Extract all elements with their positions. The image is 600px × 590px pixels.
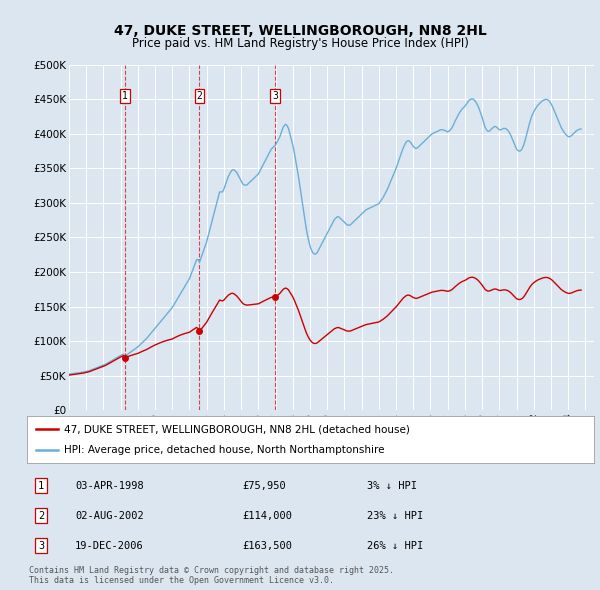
Text: Contains HM Land Registry data © Crown copyright and database right 2025.
This d: Contains HM Land Registry data © Crown c… <box>29 566 394 585</box>
Text: £114,000: £114,000 <box>242 511 292 521</box>
Text: 23% ↓ HPI: 23% ↓ HPI <box>367 511 424 521</box>
Text: 47, DUKE STREET, WELLINGBOROUGH, NN8 2HL (detached house): 47, DUKE STREET, WELLINGBOROUGH, NN8 2HL… <box>64 424 410 434</box>
Text: 02-AUG-2002: 02-AUG-2002 <box>75 511 144 521</box>
Text: 2: 2 <box>38 511 44 521</box>
Text: £75,950: £75,950 <box>242 480 286 490</box>
Text: 19-DEC-2006: 19-DEC-2006 <box>75 541 144 551</box>
Text: 2: 2 <box>197 91 202 101</box>
Text: 3: 3 <box>272 91 278 101</box>
Text: 47, DUKE STREET, WELLINGBOROUGH, NN8 2HL: 47, DUKE STREET, WELLINGBOROUGH, NN8 2HL <box>113 24 487 38</box>
Text: 3% ↓ HPI: 3% ↓ HPI <box>367 480 417 490</box>
Text: 1: 1 <box>122 91 128 101</box>
Text: HPI: Average price, detached house, North Northamptonshire: HPI: Average price, detached house, Nort… <box>64 445 385 455</box>
Text: 3: 3 <box>38 541 44 551</box>
Text: 26% ↓ HPI: 26% ↓ HPI <box>367 541 424 551</box>
Text: 03-APR-1998: 03-APR-1998 <box>75 480 144 490</box>
Text: Price paid vs. HM Land Registry's House Price Index (HPI): Price paid vs. HM Land Registry's House … <box>131 37 469 50</box>
Text: 1: 1 <box>38 480 44 490</box>
Text: £163,500: £163,500 <box>242 541 292 551</box>
